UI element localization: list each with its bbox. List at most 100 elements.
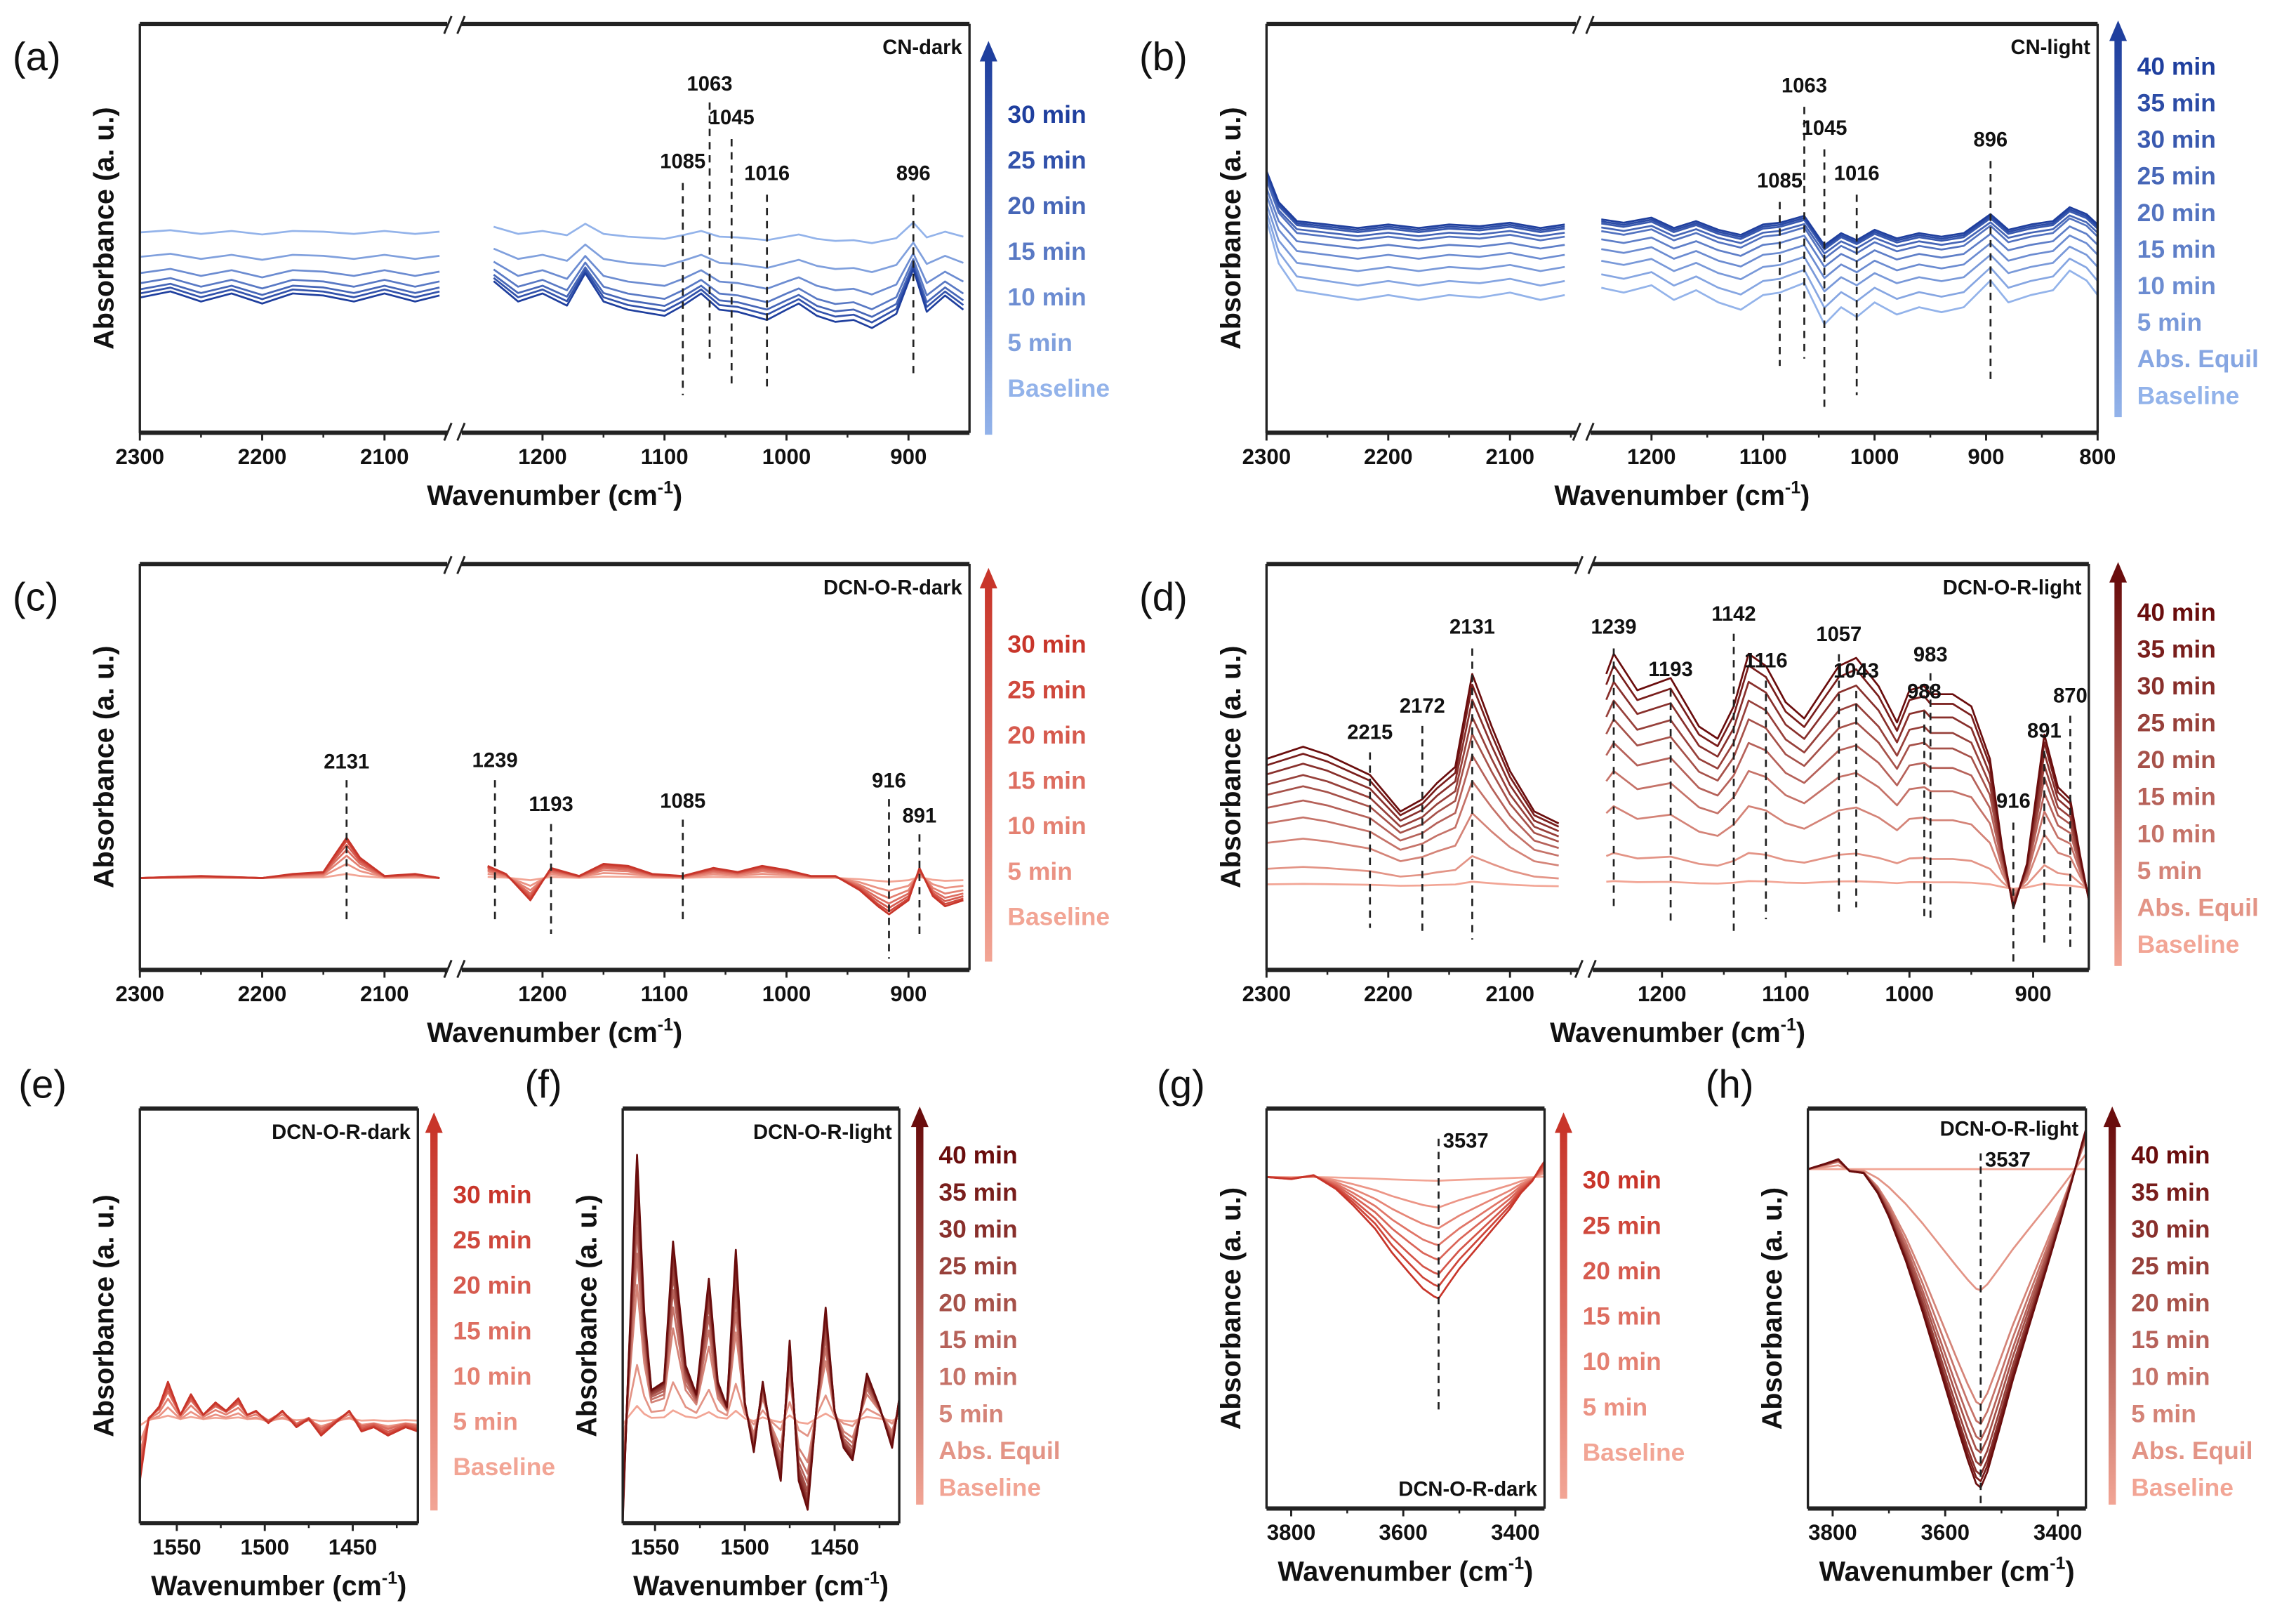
x-tick-label: 2300 [115,444,164,469]
legend-label: 15 min [938,1326,1017,1354]
x-tick-label: 1100 [641,982,689,1006]
legend-label: 30 min [453,1180,531,1208]
series-line [1266,1166,1546,1261]
legend-label: 25 min [2137,162,2216,190]
panel-label: (c) [13,574,59,619]
legend-label: Baseline [938,1473,1041,1501]
legend-label: Baseline [1007,902,1110,930]
legend-label: 15 min [1007,237,1086,265]
x-tick-label: 2100 [1485,444,1534,469]
x-tick-label: 2200 [1364,444,1413,469]
x-axis-label-part: Wavenumber (cm [1278,1556,1508,1587]
x-tick-label: 3600 [1379,1520,1428,1545]
legend-label: 20 min [1583,1257,1661,1285]
x-tick-label: 2300 [1242,982,1292,1006]
legend-label: Baseline [1583,1438,1685,1466]
legend-label: 35 min [2131,1178,2210,1206]
series-line [1266,741,2090,902]
x-tick-label: 2100 [360,444,409,469]
x-axis-label-part: Wavenumber (cm [427,480,658,511]
legend-label: 20 min [453,1272,531,1300]
x-axis-label: Wavenumber (cm-1) [1554,477,1810,511]
x-tick-label: 2300 [115,982,164,1006]
panel-label: (a) [13,34,61,79]
peak-label: 2215 [1347,722,1393,744]
series-line [621,1174,901,1514]
legend-label: 25 min [938,1252,1017,1280]
legend-label: 10 min [2137,272,2216,300]
axis-break-mark [456,15,466,34]
x-tick-label: 1100 [1739,444,1787,469]
panel-title: DCN-O-R-light [1943,576,2082,599]
series-line [1266,1163,1546,1276]
legend-label: 35 min [2137,88,2216,117]
legend-label: 5 min [2137,857,2203,885]
x-axis-label-part: ) [2065,1556,2074,1587]
series-line [621,1190,901,1507]
legend-label: 20 min [1007,721,1086,749]
series-line [140,221,964,244]
series-line [621,1206,901,1501]
plot-frame [138,23,971,433]
x-axis-label: Wavenumber (cm-1) [1819,1554,2075,1588]
axis-break-mark [1574,959,1584,979]
legend-label: 10 min [2137,819,2216,847]
plot-frame [1265,1108,1546,1509]
peak-label: 1116 [1744,650,1788,673]
panel-a: (a) 2300 2200 2100 1200 1100 1000 900 Wavenumber… [13,15,1110,511]
peak-label: 1239 [1591,616,1637,639]
x-axis-label-part: -1 [2050,1554,2065,1573]
series-line [1266,1167,1546,1246]
peak-label: 870 [2053,685,2088,708]
axis-break-mark [1574,555,1584,574]
legend-label: Baseline [2131,1473,2234,1501]
peak-label: 2131 [324,751,369,773]
axis-break-mark [1585,15,1595,34]
x-axis-label: Wavenumber (cm-1) [427,477,682,511]
series-line [1807,1130,2087,1476]
panel-g: (g) 3800 3600 3400 Wavenumber (cm-1) Absorban… [1157,1062,1685,1587]
legend-label: Baseline [453,1453,555,1481]
legend-label: 30 min [2131,1215,2210,1243]
legend-label: 40 min [2131,1141,2210,1169]
panel-title: DCN-O-R-dark [1398,1478,1537,1500]
series-line [1266,880,2090,890]
axis-break-mark [1587,959,1597,979]
panel-title: DCN-O-R-light [753,1121,892,1144]
peak-label: 1043 [1833,660,1879,682]
legend-label: Abs. Equil [2131,1437,2252,1465]
legend-label: 30 min [938,1215,1017,1243]
legend-label: 15 min [1583,1302,1661,1331]
peak-label: 891 [903,805,937,828]
panel-label: (h) [1706,1062,1754,1106]
legend-arrow-head-icon [1555,1112,1573,1133]
peak-label: 896 [896,162,931,185]
x-tick-label: 2100 [1485,982,1534,1006]
x-tick-label: 1550 [152,1535,201,1559]
x-tick-label: 1000 [762,982,811,1006]
legend-label: Baseline [2137,930,2240,958]
legend-label: 20 min [1007,192,1086,220]
legend-label: 25 min [2137,709,2216,737]
plot-frame [138,563,971,970]
series-line [140,836,964,916]
legend-label: 5 min [1583,1393,1648,1421]
legend-label: 20 min [2131,1289,2210,1317]
axis-break-mark [456,422,466,442]
legend-label: 10 min [1583,1347,1661,1375]
peak-label: 1085 [660,791,705,813]
x-axis-label: Wavenumber (cm-1) [1550,1015,1805,1049]
legend-label: 40 min [2137,598,2216,626]
panel-c: (c) 2300 2200 2100 1200 1100 1000 900 Wavenumber… [13,555,1110,1048]
series-line [1266,652,2090,910]
legend-arrow-head-icon [2103,1106,2121,1128]
legend-arrow-shaft [1560,1130,1567,1499]
legend-label: Abs. Equil [2137,893,2259,921]
x-tick-label: 900 [2015,982,2051,1006]
x-tick-label: 900 [890,982,927,1006]
x-tick-label: 2200 [1364,982,1413,1006]
series-line [1266,1161,1546,1300]
x-tick-label: 3800 [1267,1520,1316,1545]
legend-label: 15 min [2137,235,2216,263]
